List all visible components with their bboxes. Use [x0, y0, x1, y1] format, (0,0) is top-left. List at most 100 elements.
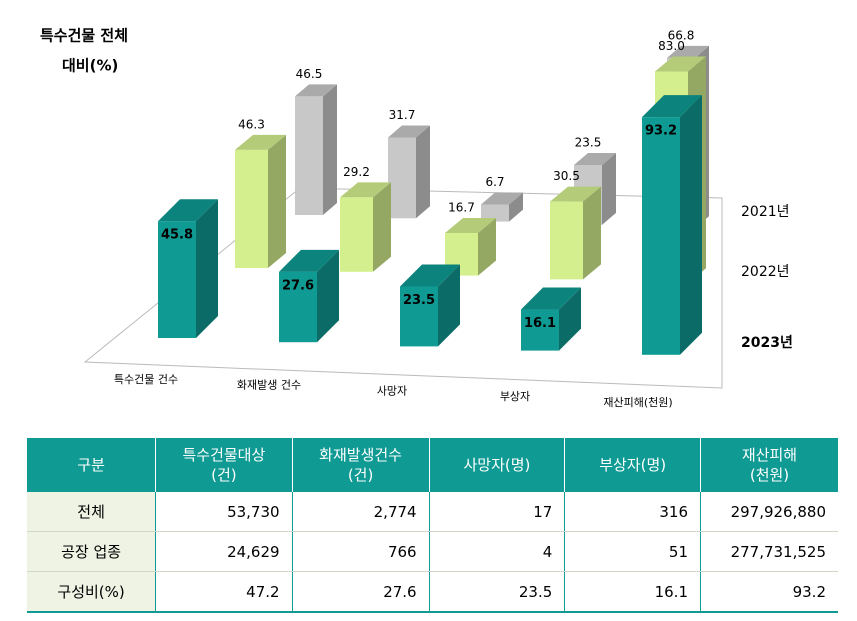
bar-top [481, 192, 523, 205]
bar-top [295, 84, 337, 97]
table-cell: 전체 [27, 492, 156, 532]
bar-side [438, 264, 460, 347]
data-label: 66.8 [668, 28, 695, 42]
table-cell: 93.2 [700, 571, 838, 613]
table-cell: 4 [428, 531, 565, 572]
bar-front [340, 197, 373, 272]
bar-top [655, 56, 706, 72]
bar-top [388, 125, 430, 138]
legend-label: 2023년 [741, 335, 793, 351]
data-label: 31.7 [389, 108, 416, 122]
table-cell: 51 [564, 531, 701, 572]
bar-front [400, 286, 438, 347]
table-cell: 277,731,525 [700, 531, 838, 572]
bar-top [642, 95, 702, 118]
bar-top [667, 45, 709, 58]
header-row: 구분 특수건물대상 (건) 화재발생건수 (건) 사망자(명) 부상자(명) 재산피해 (… [27, 438, 838, 492]
bar [295, 84, 337, 215]
bar-side [509, 192, 523, 222]
floor [83, 187, 723, 389]
bar-side [317, 249, 339, 343]
header-cell: 부상자(명) [564, 438, 701, 492]
bar-side [583, 186, 601, 280]
bar-front [295, 96, 323, 215]
bar-side [373, 182, 391, 272]
header-cell: 사망자(명) [428, 438, 565, 492]
bar [642, 95, 702, 355]
x-tick-label: 특수건물 건수 [114, 373, 178, 386]
header-cell: 구분 [27, 438, 156, 492]
data-label: 93.2 [645, 124, 677, 139]
data-label: 83.0 [658, 39, 685, 53]
table-cell: 53,730 [155, 492, 293, 532]
bar-top [279, 249, 339, 272]
bar-front [279, 271, 317, 343]
table-cell: 27.6 [291, 571, 430, 613]
bar-side [323, 84, 337, 215]
table-cell: 297,926,880 [700, 492, 838, 532]
data-label: 23.5 [403, 293, 435, 308]
bar-front [388, 137, 416, 219]
bar-front [521, 309, 559, 351]
bar-top [158, 199, 218, 222]
bar-side [416, 125, 430, 219]
table-cell: 공장 업종 [27, 531, 156, 572]
bar [158, 199, 218, 338]
bar [550, 186, 601, 280]
header-cell: 화재발생건수 (건) [291, 438, 430, 492]
data-label: 16.1 [524, 316, 556, 331]
bar [521, 287, 581, 351]
bar-top [400, 264, 460, 287]
table-cell: 47.2 [155, 571, 293, 613]
data-label: 27.6 [282, 278, 314, 293]
bar-side [478, 218, 496, 276]
x-tick-label: 사망자 [377, 384, 407, 397]
table-cell: 316 [564, 492, 701, 532]
bar-front [481, 204, 509, 222]
table-cell: 766 [291, 531, 430, 572]
bar [235, 134, 286, 268]
bar-top [235, 134, 286, 150]
bar-side [196, 199, 218, 338]
table-cell: 23.5 [428, 571, 565, 613]
data-table: 구분 특수건물대상 (건) 화재발생건수 (건) 사망자(명) 부상자(명) 재산피해 (… [27, 438, 838, 613]
x-tick-label: 부상자 [500, 390, 530, 403]
bar-side [680, 95, 702, 355]
data-label: 46.5 [296, 67, 323, 81]
bar-front [642, 117, 680, 355]
bar-top [445, 218, 496, 234]
table-cell: 2,774 [291, 492, 430, 532]
chart-subtitle: 대비(%) [62, 57, 118, 75]
chart-title: 특수건물 전체 [40, 27, 128, 45]
bar-side [268, 134, 286, 268]
legend-label: 2022년 [741, 264, 790, 280]
data-label: 29.2 [343, 165, 370, 179]
bar-top [340, 182, 391, 198]
table-cell: 24,629 [155, 531, 293, 572]
bar [340, 182, 391, 272]
legend-label: 2021년 [741, 204, 790, 220]
header-cell: 재산피해 (천원) [700, 438, 838, 492]
bar-side [559, 287, 581, 351]
bar [279, 249, 339, 343]
bar [400, 264, 460, 347]
chart: 특수건물 전체 대비(%) 2021년 46.5 31.7 6.7 23.5 66.8 20… [40, 27, 793, 409]
table-cell: 17 [428, 492, 565, 532]
data-label: 46.3 [238, 117, 265, 131]
x-tick-label: 화재발생 건수 [237, 379, 301, 392]
bar [388, 125, 430, 219]
data-label: 23.5 [575, 135, 602, 149]
bar-front [550, 201, 583, 280]
bar-top [521, 287, 581, 310]
table-row: 공장 업종 24,629 766 4 51 277,731,525 [27, 531, 838, 572]
data-label: 16.7 [448, 201, 475, 215]
data-label: 6.7 [485, 175, 504, 189]
bar-top [550, 186, 601, 202]
bar-top [574, 152, 616, 165]
x-tick-label: 재산피해(천원) [603, 395, 672, 409]
data-label: 45.8 [161, 228, 193, 243]
table-cell: 구성비(%) [27, 571, 156, 613]
bar-front [158, 221, 196, 338]
bar-front [235, 149, 268, 268]
